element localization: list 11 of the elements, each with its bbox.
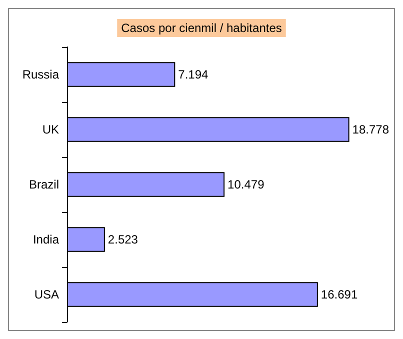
data-label: 2.523 bbox=[108, 232, 138, 246]
data-label: 16.691 bbox=[320, 288, 358, 302]
data-label: 7.194 bbox=[178, 68, 209, 82]
data-label: 18.778 bbox=[352, 122, 390, 136]
y-tick-label: India bbox=[32, 232, 60, 246]
y-tick-label: Brazil bbox=[28, 178, 59, 192]
data-label: 10.479 bbox=[228, 178, 265, 192]
y-tick-label: USA bbox=[34, 288, 59, 302]
y-tick-label: Russia bbox=[22, 68, 60, 82]
chart-title: Casos por cienmil / habitantes bbox=[121, 21, 282, 35]
y-tick-label: UK bbox=[42, 122, 59, 136]
